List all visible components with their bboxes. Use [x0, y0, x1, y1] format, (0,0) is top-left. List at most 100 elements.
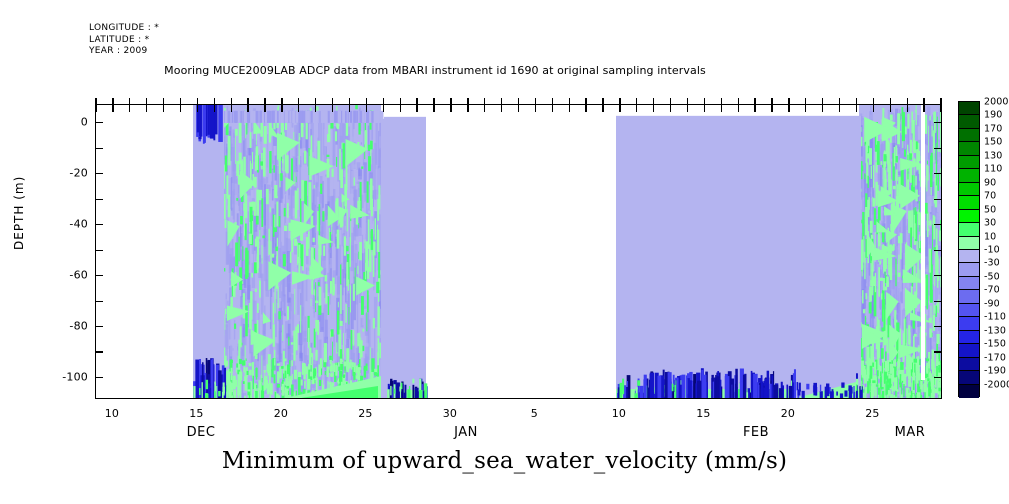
x-tick	[838, 105, 841, 112]
x-tick	[872, 98, 875, 105]
x-tick	[196, 105, 199, 112]
y-tick-label: -60	[69, 268, 88, 282]
y-tick	[96, 300, 103, 302]
colorbar-band	[959, 249, 979, 264]
colorbar-band	[959, 182, 979, 197]
x-tick	[179, 98, 182, 105]
colorbar-label: 170	[984, 123, 1003, 135]
figure-caption: Minimum of upward_sea_water_velocity (mm…	[221, 448, 788, 474]
y-tick	[934, 173, 941, 175]
y-tick	[96, 351, 103, 353]
x-tick	[416, 98, 418, 105]
colorbar-band	[959, 303, 979, 318]
colorbar-band	[959, 330, 979, 345]
colorbar-band	[959, 371, 979, 385]
x-tick	[433, 98, 435, 105]
x-tick	[264, 98, 266, 105]
x-tick	[331, 105, 334, 112]
y-tick	[96, 173, 103, 175]
x-tick	[365, 105, 368, 112]
x-tick-label: 15	[696, 407, 711, 420]
x-tick	[112, 98, 114, 105]
x-tick	[348, 98, 351, 105]
x-tick	[636, 98, 638, 105]
colorbar-band	[959, 223, 979, 237]
y-tick	[96, 275, 103, 277]
colorbar-label: 70	[984, 190, 997, 202]
x-tick	[805, 105, 807, 112]
colorbar-band	[959, 384, 979, 398]
x-tick	[467, 98, 470, 105]
x-tick	[619, 98, 621, 105]
x-tick	[196, 98, 199, 105]
x-tick	[636, 105, 638, 112]
colorbar-label: -90	[984, 298, 1000, 310]
colorbar-band	[959, 344, 979, 358]
colorbar-band	[959, 263, 979, 277]
colorbar-band	[959, 169, 979, 183]
header-metadata: LONGITUDE : * LATITUDE : * YEAR : 2009	[89, 23, 159, 58]
colorbar-label: 2000	[984, 96, 1009, 108]
x-tick	[348, 105, 351, 112]
y-tick	[96, 122, 103, 124]
y-tick	[96, 224, 103, 226]
month-label: JAN	[454, 425, 478, 440]
x-tick	[602, 105, 604, 112]
colorbar-band	[959, 236, 979, 250]
x-tick	[534, 105, 537, 112]
longitude-line: LONGITUDE : *	[89, 23, 159, 33]
x-tick	[315, 98, 317, 105]
x-tick-label: 20	[273, 407, 289, 420]
heatmap-canvas	[96, 105, 941, 398]
x-tick	[129, 98, 131, 105]
x-tick	[450, 98, 452, 105]
x-tick	[906, 105, 908, 112]
colorbar-band	[959, 196, 979, 210]
x-tick	[872, 105, 875, 112]
colorbar-label: -70	[984, 284, 1000, 296]
y-tick	[934, 376, 941, 379]
colorbar-label: 90	[984, 177, 997, 189]
colorbar-label: 150	[984, 136, 1003, 148]
x-tick	[146, 105, 148, 112]
month-label: FEB	[742, 425, 770, 440]
colorbar-label: 130	[984, 150, 1003, 162]
x-tick	[382, 105, 384, 112]
y-tick	[934, 300, 941, 302]
y-tick-label: -80	[69, 319, 88, 333]
x-tick	[484, 98, 486, 105]
colorbar-band	[959, 276, 979, 291]
colorbar-label: -50	[984, 271, 1000, 283]
colorbar-label: -10	[984, 244, 1000, 256]
x-tick	[653, 105, 655, 112]
colorbar-band	[959, 142, 979, 156]
x-tick	[365, 98, 368, 105]
colorbar-label: -110	[984, 311, 1006, 323]
x-tick	[568, 105, 570, 112]
y-tick	[96, 376, 103, 379]
x-tick	[686, 98, 689, 105]
x-tick	[315, 105, 317, 112]
plot-axes	[95, 98, 942, 399]
y-tick	[96, 326, 103, 328]
x-tick	[940, 105, 942, 112]
x-tick	[500, 98, 503, 105]
x-tick	[416, 105, 418, 112]
x-tick	[247, 105, 249, 112]
x-tick	[112, 105, 114, 112]
x-tick	[669, 105, 672, 112]
x-tick	[298, 98, 300, 105]
y-tick	[934, 147, 941, 149]
latitude-line: LATITUDE : *	[89, 34, 150, 45]
x-tick	[95, 98, 97, 105]
x-tick-label: 25	[865, 407, 880, 420]
colorbar-label: -30	[984, 257, 1000, 269]
x-tick	[669, 98, 672, 105]
x-tick	[95, 105, 97, 112]
y-tick	[934, 351, 941, 353]
x-tick	[771, 105, 773, 112]
x-tick	[399, 105, 401, 112]
y-tick	[96, 198, 103, 200]
x-tick	[720, 98, 722, 105]
y-tick	[934, 224, 941, 226]
